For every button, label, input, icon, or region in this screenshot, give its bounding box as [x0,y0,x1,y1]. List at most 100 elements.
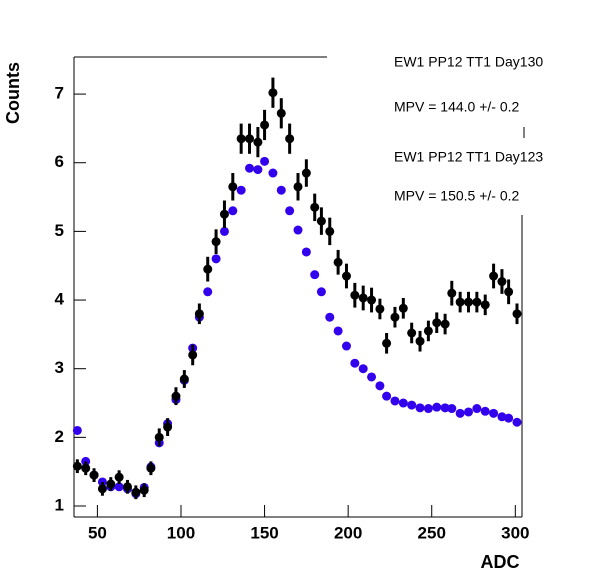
data-point [114,482,124,492]
data-point [163,422,173,432]
data-point [415,403,425,413]
data-point [139,485,149,495]
data-point [489,408,499,418]
data-point [497,412,507,422]
data-point [375,381,385,391]
x-tick-label: 150 [250,523,278,542]
y-tick-label: 1 [55,495,64,514]
data-point [316,216,326,226]
x-axis-title: ADC [481,552,520,572]
legend-entry: EW1 PP12 TT1 Day123 [394,149,543,165]
data-point [211,254,221,264]
data-point [72,461,82,471]
data-point [423,326,433,336]
data-point [333,257,343,267]
data-point [285,206,295,216]
data-point [447,288,457,298]
data-point [367,295,377,305]
data-point [316,287,326,297]
data-point [358,293,368,303]
data-point [367,372,377,382]
data-point [276,185,286,195]
data-point [398,303,408,313]
data-point [423,404,433,414]
data-point [480,300,490,310]
x-tick-label: 100 [167,523,195,542]
data-point [268,168,278,178]
data-point [211,237,221,247]
data-point [440,319,450,329]
data-point [81,463,91,473]
data-point [350,358,360,368]
data-point [268,88,278,98]
data-point [341,341,351,351]
data-point [407,400,417,410]
y-tick-label: 4 [55,290,65,309]
data-point [228,182,238,192]
data-point [72,425,82,435]
data-point [464,407,474,417]
data-point [512,309,522,319]
y-tick-label: 3 [55,358,64,377]
data-point [253,165,263,175]
data-point [350,290,360,300]
y-tick-label: 5 [55,221,64,240]
data-point [106,479,116,489]
data-point [382,338,392,348]
data-point [455,408,465,418]
data-point [171,391,181,401]
data-point [236,134,246,144]
data-point [260,120,270,130]
x-tick-label: 50 [88,523,107,542]
data-point [89,470,99,480]
data-point [341,271,351,281]
data-point [219,209,229,219]
data-point [310,270,320,280]
x-tick-label: 200 [334,523,362,542]
data-point [179,374,189,384]
data-point [131,487,141,497]
data-point [293,225,303,235]
y-tick-label: 2 [55,427,64,446]
legend-mpv: MPV = 150.5 +/- 0.2 [394,188,520,204]
legend-entry: EW1 PP12 TT1 Day130 [394,54,543,70]
data-point [203,264,213,274]
data-point [236,185,246,195]
data-point [382,391,392,401]
data-point [432,318,442,328]
data-point [310,202,320,212]
data-point [228,206,238,216]
data-point [489,271,499,281]
data-point [301,247,311,257]
y-tick-label: 6 [55,152,64,171]
data-point [447,404,457,414]
data-point [390,312,400,322]
data-point [260,156,270,166]
data-point [293,182,303,192]
y-axis-title: Counts [3,62,23,124]
data-point [390,396,400,406]
data-point [480,406,490,416]
data-point [219,226,229,236]
x-tick-label: 250 [418,523,446,542]
data-point [285,134,295,144]
data-point [114,472,124,482]
data-point [497,277,507,287]
data-point [415,336,425,346]
data-point [464,297,474,307]
data-point [440,403,450,413]
data-point [154,432,164,442]
legend-mpv: MPV = 144.0 +/- 0.2 [394,99,520,115]
data-point [504,413,514,423]
data-point [325,312,335,322]
data-point [512,417,522,427]
data-point [301,168,311,178]
data-point [203,287,213,297]
y-tick-label: 7 [55,84,64,103]
data-point [325,226,335,236]
data-point [333,326,343,336]
data-point [194,309,204,319]
data-point [472,404,482,414]
data-point [188,350,198,360]
